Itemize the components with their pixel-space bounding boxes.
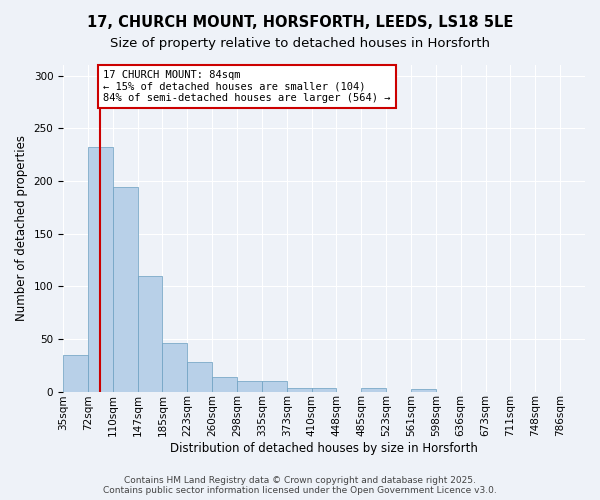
Bar [237, 381, 262, 392]
Bar [311, 388, 337, 392]
Bar [361, 388, 386, 392]
Bar [187, 362, 212, 392]
Bar [163, 343, 187, 392]
X-axis label: Distribution of detached houses by size in Horsforth: Distribution of detached houses by size … [170, 442, 478, 455]
Text: Contains HM Land Registry data © Crown copyright and database right 2025.
Contai: Contains HM Land Registry data © Crown c… [103, 476, 497, 495]
Bar [88, 147, 113, 392]
Text: 17, CHURCH MOUNT, HORSFORTH, LEEDS, LS18 5LE: 17, CHURCH MOUNT, HORSFORTH, LEEDS, LS18… [87, 15, 513, 30]
Text: Size of property relative to detached houses in Horsforth: Size of property relative to detached ho… [110, 38, 490, 51]
Bar [63, 354, 88, 392]
Bar [411, 390, 436, 392]
Bar [212, 377, 237, 392]
Text: 17 CHURCH MOUNT: 84sqm
← 15% of detached houses are smaller (104)
84% of semi-de: 17 CHURCH MOUNT: 84sqm ← 15% of detached… [103, 70, 390, 103]
Bar [137, 276, 163, 392]
Y-axis label: Number of detached properties: Number of detached properties [15, 136, 28, 322]
Bar [287, 388, 311, 392]
Bar [262, 381, 287, 392]
Bar [113, 187, 137, 392]
